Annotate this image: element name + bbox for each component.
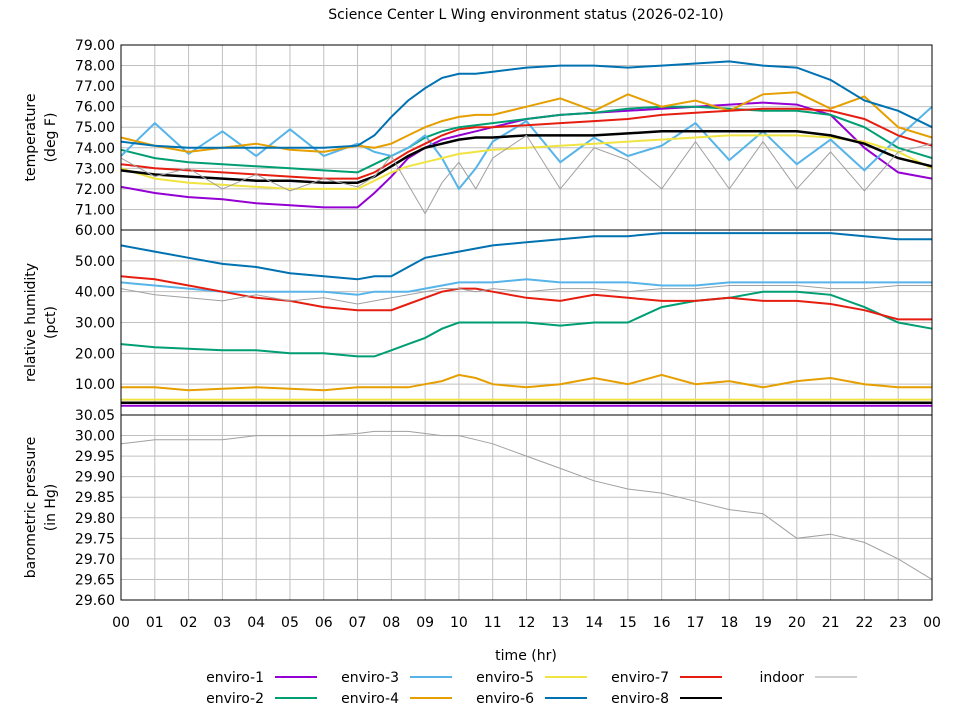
panel-3: 29.60 29.65 29.70 29.75 29.80 29.85 29.90 29.95…	[23, 408, 933, 609]
x-tick-label: 05	[281, 615, 299, 631]
y-tick-label: 50.00	[75, 254, 115, 270]
y-axis-label: temperature	[23, 94, 39, 182]
y-axis-label: barometric pressure	[23, 437, 39, 578]
y-tick-label: 29.90	[75, 470, 115, 486]
y-tick-label: 79.00	[75, 38, 115, 54]
y-tick-label: 30.00	[75, 316, 115, 332]
y-tick-label: 29.70	[75, 552, 115, 568]
y-tick-label: 30.00	[75, 429, 115, 445]
series-line-enviro-6	[120, 232, 932, 281]
x-tick-label: 17	[687, 615, 705, 631]
x-tick-label: 07	[349, 615, 367, 631]
y-tick-label: 29.95	[75, 449, 115, 465]
y-axis-label: (deg F)	[43, 113, 59, 163]
series-line-enviro-5	[120, 134, 933, 190]
x-tick-label: 04	[247, 615, 265, 631]
x-tick-label: 09	[416, 615, 434, 631]
y-tick-label: 29.75	[75, 531, 115, 547]
series-line-enviro-1	[120, 101, 933, 209]
x-tick-label: 00	[112, 615, 130, 631]
y-tick-label: 71.00	[75, 202, 115, 218]
series-line-indoor	[120, 134, 933, 215]
panel-1: 71.00 72.00 73.00 74.00 75.00 76.00 77.00 78.00…	[23, 38, 933, 231]
x-tick-label: 02	[180, 615, 198, 631]
x-tick-label: 13	[551, 615, 569, 631]
x-axis-label: time (hr)	[495, 648, 557, 664]
x-tick-label: 22	[856, 615, 874, 631]
x-tick-label: 19	[754, 615, 772, 631]
y-tick-label: 74.00	[75, 141, 115, 157]
x-tick-label: 06	[315, 615, 333, 631]
x-tick-label: 20	[788, 615, 806, 631]
y-tick-label: 29.80	[75, 511, 115, 527]
x-tick-label: 15	[619, 615, 637, 631]
x-tick-label: 08	[382, 615, 400, 631]
y-tick-label: 75.00	[75, 120, 115, 136]
series-line-indoor	[120, 430, 933, 580]
series-line-enviro-7	[120, 275, 932, 321]
legend-label-enviro-2: enviro-2	[206, 691, 264, 707]
series-line-enviro-3	[120, 105, 933, 191]
y-tick-label: 40.00	[75, 285, 115, 301]
series-line-enviro-4	[121, 373, 932, 392]
x-tick-label: 23	[889, 615, 907, 631]
series-line-enviro-2	[120, 290, 933, 358]
chart-title: Science Center L Wing environment status…	[328, 7, 724, 23]
legend-label-enviro-3: enviro-3	[341, 670, 399, 686]
y-tick-label: 29.60	[75, 593, 115, 609]
chart-legend: enviro-1 enviro-2 enviro-3 enviro-4 enviro-5…	[206, 670, 857, 707]
y-tick-label: 20.00	[75, 346, 115, 362]
y-tick-label: 77.00	[75, 79, 115, 95]
legend-label-enviro-7: enviro-7	[611, 670, 669, 686]
legend-label-enviro-4: enviro-4	[341, 691, 399, 707]
y-axis-label: (pct)	[43, 306, 59, 339]
series-line-enviro-2	[120, 105, 933, 174]
x-tick-label: 12	[518, 615, 536, 631]
y-tick-label: 29.65	[75, 572, 115, 588]
y-tick-label: 78.00	[75, 59, 115, 75]
panel-2: 10.00 20.00 30.00 40.00 50.00 60.00 relative h…	[23, 223, 933, 416]
y-tick-label: 72.00	[75, 182, 115, 198]
x-tick-label: 10	[450, 615, 468, 631]
x-tick-label: 03	[213, 615, 231, 631]
y-tick-label: 29.85	[75, 490, 115, 506]
y-axis-label: relative humidity	[23, 263, 39, 382]
x-tick-label: 11	[484, 615, 502, 631]
series-line-enviro-7	[120, 107, 933, 180]
y-tick-label: 10.00	[75, 377, 115, 393]
y-axis-label: (in Hg)	[43, 484, 59, 532]
x-tick-label: 21	[822, 615, 840, 631]
y-tick-label: 60.00	[75, 223, 115, 239]
y-tick-label: 73.00	[75, 161, 115, 177]
x-tick-label: 16	[653, 615, 671, 631]
x-tick-label: 18	[720, 615, 738, 631]
y-tick-label: 30.05	[75, 408, 115, 424]
panel-frame	[120, 414, 933, 601]
series-line-indoor	[120, 285, 932, 305]
y-tick-label: 76.00	[75, 100, 115, 116]
chart-panels: 71.00 72.00 73.00 74.00 75.00 76.00 77.00 78.00…	[23, 38, 941, 631]
x-tick-label: 01	[146, 615, 164, 631]
series-line-enviro-8	[120, 130, 933, 184]
legend-label-enviro-1: enviro-1	[206, 670, 264, 686]
series-line-enviro-6	[120, 60, 933, 149]
x-tick-label: 00	[923, 615, 941, 631]
legend-label-enviro-8: enviro-8	[611, 691, 669, 707]
legend-label-enviro-6: enviro-6	[476, 691, 534, 707]
series-line-enviro-3	[120, 278, 932, 296]
legend-label-indoor: indoor	[759, 670, 804, 686]
x-tick-label: 14	[585, 615, 603, 631]
legend-label-enviro-5: enviro-5	[476, 670, 534, 686]
